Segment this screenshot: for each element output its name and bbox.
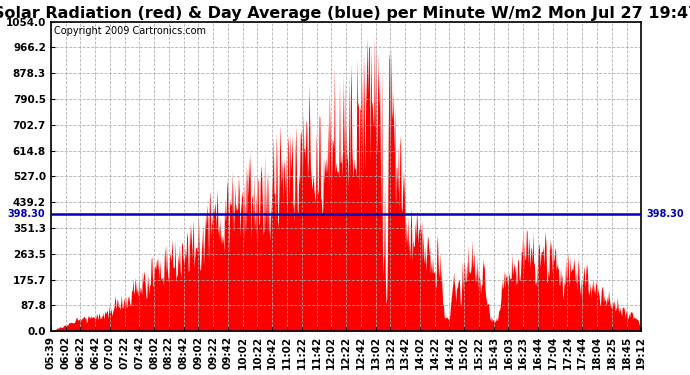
Title: Solar Radiation (red) & Day Average (blue) per Minute W/m2 Mon Jul 27 19:47: Solar Radiation (red) & Day Average (blu… bbox=[0, 6, 690, 21]
Text: 398.30: 398.30 bbox=[8, 209, 46, 219]
Text: 398.30: 398.30 bbox=[647, 209, 684, 219]
Text: Copyright 2009 Cartronics.com: Copyright 2009 Cartronics.com bbox=[54, 26, 206, 36]
